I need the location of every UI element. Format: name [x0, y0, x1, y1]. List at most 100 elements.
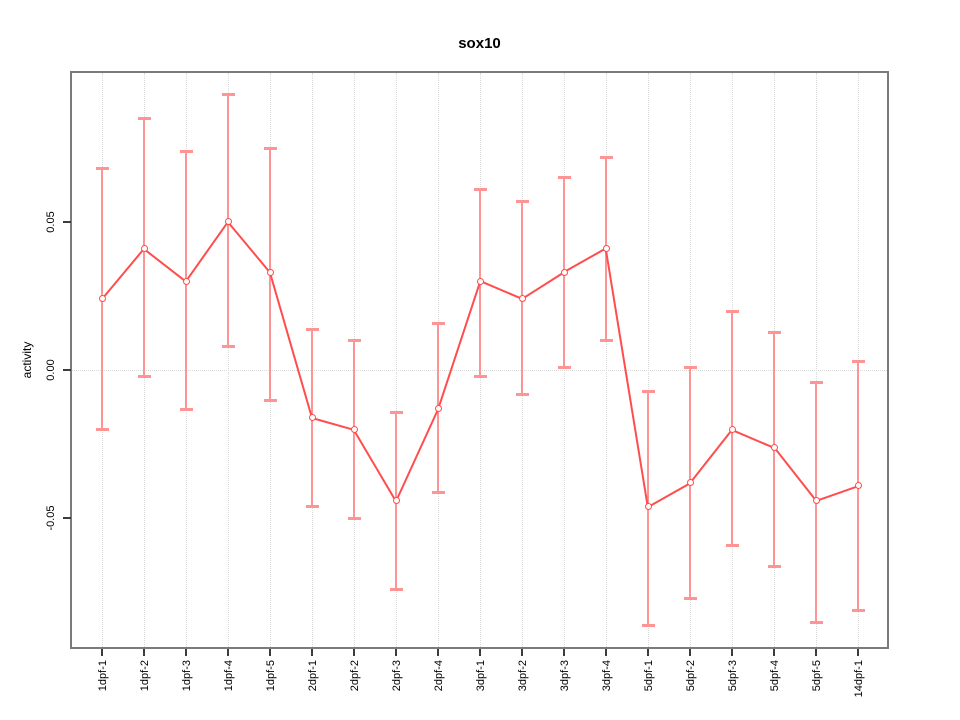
- y-tick-label: -0.05: [45, 505, 57, 531]
- y-tick-mark: [63, 517, 71, 520]
- series-line-segment: [479, 280, 523, 300]
- error-bar-cap-top: [180, 149, 193, 153]
- chart-title: sox10: [458, 35, 501, 52]
- y-tick-label: 0.00: [45, 359, 57, 381]
- x-tick-mark: [311, 649, 313, 656]
- x-tick-mark: [143, 649, 145, 656]
- data-point: [854, 482, 862, 490]
- x-tick-mark: [437, 649, 439, 656]
- x-gridline: [647, 73, 649, 647]
- x-tick-mark: [647, 649, 649, 656]
- x-tick-mark: [689, 649, 691, 656]
- series-line-segment: [563, 247, 607, 273]
- error-bar-cap-top: [474, 188, 487, 192]
- data-point: [224, 218, 232, 226]
- error-bar-cap-bottom: [558, 366, 571, 370]
- error-bar-cap-top: [852, 360, 865, 364]
- x-tick-mark: [395, 649, 397, 656]
- data-point: [98, 295, 106, 303]
- series-line-segment: [773, 446, 817, 501]
- error-bar-cap-top: [684, 366, 697, 370]
- error-bar-cap-bottom: [684, 597, 697, 601]
- series-line-segment: [269, 272, 313, 418]
- error-bar-cap-top: [138, 117, 151, 121]
- error-bar-cap-bottom: [852, 609, 865, 613]
- x-tick-label: 2dpf-1: [307, 660, 319, 692]
- error-bar-cap-top: [264, 146, 277, 150]
- error-bar-cap-top: [306, 327, 319, 331]
- data-point: [140, 245, 148, 253]
- x-tick-label: 1dpf-5: [265, 660, 277, 692]
- x-gridline: [227, 73, 229, 647]
- error-bar-cap-bottom: [264, 398, 277, 402]
- data-point: [434, 405, 442, 413]
- series-line-segment: [185, 221, 229, 282]
- series-line-segment: [143, 247, 187, 282]
- x-tick-mark: [773, 649, 775, 656]
- x-tick-mark: [857, 649, 859, 656]
- error-bar-cap-top: [768, 330, 781, 334]
- x-tick-label: 2dpf-3: [391, 660, 403, 692]
- x-tick-label: 5dpf-3: [727, 660, 739, 692]
- error-bar-cap-top: [642, 389, 655, 393]
- data-point: [476, 277, 484, 285]
- y-axis-title: activity: [20, 341, 34, 379]
- error-bar-cap-bottom: [138, 375, 151, 378]
- series-line-segment: [353, 428, 397, 501]
- x-tick-label: 1dpf-2: [139, 660, 151, 692]
- series-line-segment: [647, 482, 691, 508]
- x-tick-mark: [731, 649, 733, 656]
- series-line-segment: [521, 271, 565, 300]
- x-gridline: [857, 73, 859, 647]
- x-tick-label: 5dpf-5: [811, 660, 823, 692]
- x-gridline: [605, 73, 607, 647]
- error-bar-cap-bottom: [474, 375, 487, 378]
- x-tick-label: 3dpf-2: [517, 660, 529, 692]
- x-tick-label: 3dpf-4: [601, 660, 613, 692]
- series-line-segment: [437, 280, 481, 409]
- data-point: [812, 497, 820, 505]
- x-tick-label: 5dpf-4: [769, 660, 781, 692]
- error-bar-cap-bottom: [726, 544, 739, 547]
- error-bar-cap-top: [390, 410, 403, 414]
- x-tick-label: 3dpf-1: [475, 660, 487, 692]
- x-tick-label: 1dpf-1: [97, 660, 109, 692]
- data-point: [350, 425, 358, 433]
- data-point: [518, 295, 526, 303]
- error-bar-cap-top: [600, 155, 613, 159]
- plot-area: 0.05 0.00 -0.05 1dpf-1 1dpf-2 1dpf-3 1dpf-4 1dp…: [45, 71, 889, 697]
- error-bar-cap-top: [558, 176, 571, 180]
- data-point: [602, 245, 610, 253]
- x-tick-mark: [521, 649, 523, 656]
- x-gridline: [689, 73, 691, 647]
- error-bar-cap-bottom: [222, 345, 235, 349]
- x-tick-label: 3dpf-3: [559, 660, 571, 692]
- x-tick-label: 14dpf-1: [853, 660, 865, 698]
- data-point: [266, 268, 274, 276]
- series-line-segment: [227, 221, 271, 273]
- error-bar-cap-bottom: [516, 392, 529, 396]
- error-bar-cap-top: [810, 380, 823, 384]
- series-line-segment: [395, 408, 439, 501]
- x-tick-mark: [353, 649, 355, 656]
- data-point: [392, 497, 400, 505]
- data-point: [770, 443, 778, 451]
- data-point: [308, 414, 316, 422]
- data-point: [686, 479, 694, 487]
- x-gridline: [815, 73, 817, 647]
- x-gridline: [395, 73, 397, 647]
- x-tick-label: 1dpf-4: [223, 660, 235, 692]
- error-bar-cap-bottom: [432, 490, 445, 494]
- x-tick-mark: [101, 649, 103, 656]
- x-tick-label: 1dpf-3: [181, 660, 193, 692]
- x-tick-label: 5dpf-1: [643, 660, 655, 692]
- data-point: [644, 502, 652, 510]
- y-tick-mark: [63, 220, 71, 223]
- x-tick-mark: [227, 649, 229, 656]
- x-tick-label: 2dpf-2: [349, 660, 361, 692]
- x-tick-mark: [269, 649, 271, 656]
- error-bar-cap-top: [726, 309, 739, 313]
- x-tick-mark: [605, 649, 607, 656]
